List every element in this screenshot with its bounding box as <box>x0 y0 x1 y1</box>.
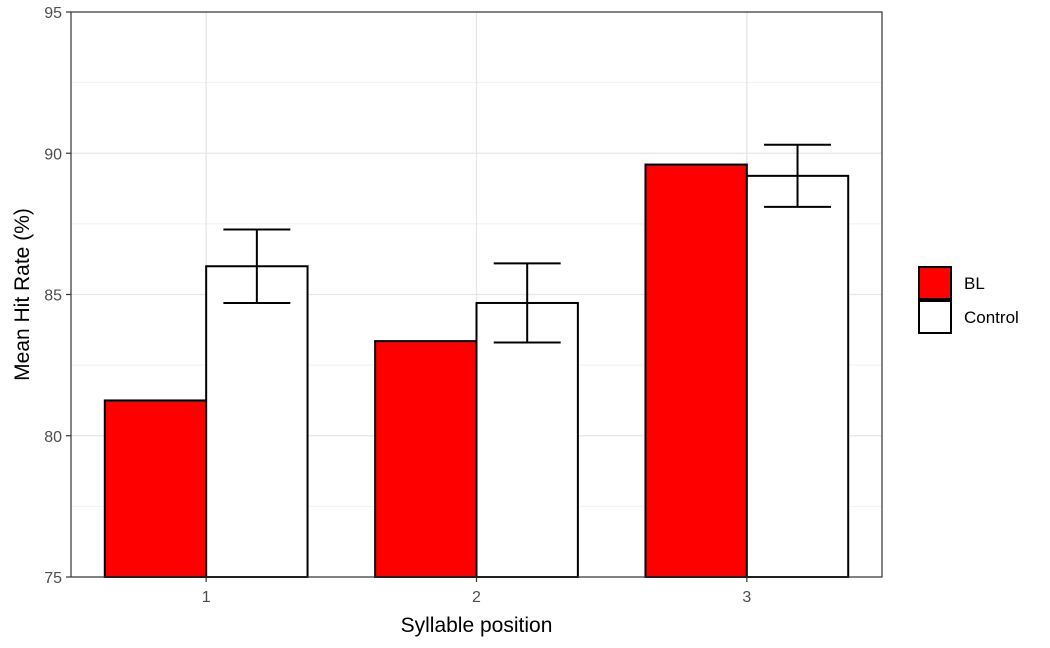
x-axis-ticks: 1 2 3 <box>202 577 751 606</box>
bar-bl-3 <box>644 163 748 579</box>
legend-label-control: Control <box>964 308 1019 327</box>
x-tick-label: 2 <box>472 589 481 606</box>
legend-key-control <box>918 300 952 334</box>
error-bars <box>223 143 831 344</box>
bar-control-1 <box>205 265 309 578</box>
x-axis-title: Syllable position <box>401 614 553 637</box>
legend-label-bl: BL <box>964 274 985 293</box>
bar-control-3 <box>745 174 850 578</box>
legend: BL Control <box>918 266 1019 334</box>
y-tick-label: 95 <box>44 5 62 22</box>
bar-bl-1 <box>103 399 208 578</box>
x-tick-label: 1 <box>202 589 211 606</box>
legend-key-bl <box>918 266 952 300</box>
y-tick-label: 75 <box>44 570 62 587</box>
bar-control-2 <box>475 301 579 578</box>
y-axis-title: Mean Hit Rate (%) <box>11 208 34 381</box>
bars <box>103 163 850 579</box>
x-tick-label: 3 <box>742 589 751 606</box>
y-tick-label: 90 <box>44 146 62 163</box>
y-axis-ticks: 75 80 85 90 95 <box>44 5 71 587</box>
y-tick-label: 80 <box>44 429 62 446</box>
bar-bl-2 <box>374 340 478 578</box>
y-tick-label: 85 <box>44 288 62 305</box>
